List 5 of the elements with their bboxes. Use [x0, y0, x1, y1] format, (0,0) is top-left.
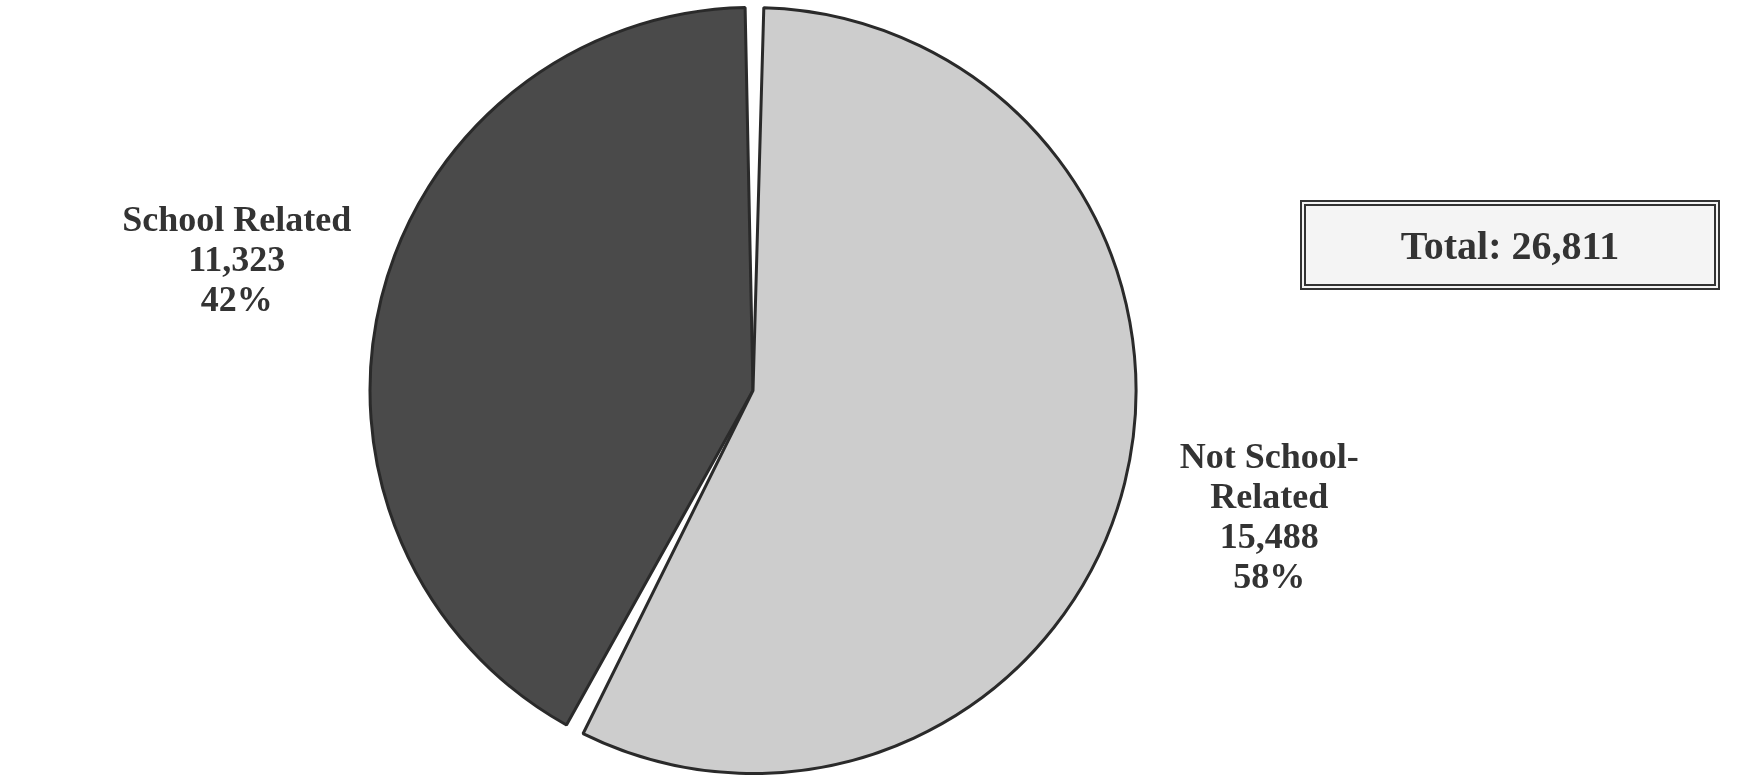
data-label: 15,488 58% — [1219, 516, 1319, 597]
slice-label: Not School-Related — [1179, 436, 1359, 517]
data-label: 11,323 42% — [188, 239, 286, 320]
text: Total: 26,811 — [1300, 200, 1720, 290]
slice-label: School Related — [122, 199, 352, 240]
